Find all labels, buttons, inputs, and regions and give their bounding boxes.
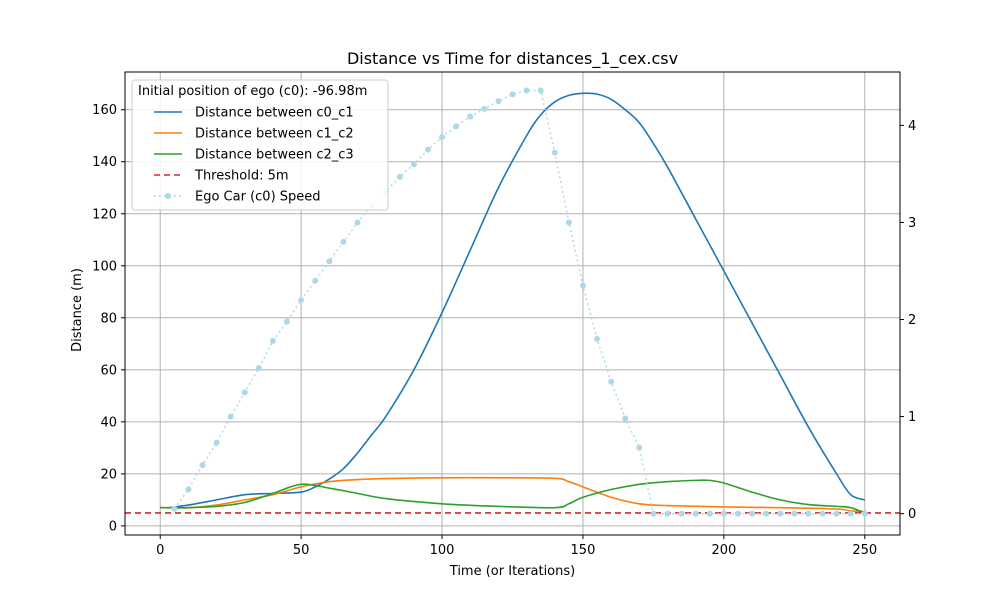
data-point <box>269 337 276 344</box>
data-point <box>636 444 643 451</box>
data-point <box>185 486 192 493</box>
data-point <box>579 282 586 289</box>
x-tick-label: 250 <box>852 543 877 558</box>
data-point <box>255 365 262 372</box>
y2-tick-label: 4 <box>908 119 916 134</box>
y-tick-label: 120 <box>92 207 117 222</box>
data-point <box>171 505 178 512</box>
data-point <box>777 510 784 517</box>
legend: Initial position of ego (c0): -96.98m Dis… <box>131 79 389 211</box>
data-point <box>791 510 798 517</box>
data-point <box>298 297 305 304</box>
data-point <box>424 146 431 153</box>
chart-title: Distance vs Time for distances_1_cex.csv <box>347 49 678 69</box>
plot-frame <box>124 71 901 536</box>
data-point <box>833 510 840 517</box>
data-point <box>537 87 544 94</box>
legend-label: Distance between c2_c3 <box>195 148 354 163</box>
legend-entry: Threshold: 5m <box>154 169 289 184</box>
legend-box <box>131 79 389 211</box>
y-tick-label: 40 <box>100 415 117 430</box>
data-point <box>678 510 685 517</box>
x-axis-label: Time (or Iterations) <box>449 564 575 579</box>
y-tick-label: 20 <box>100 467 117 482</box>
data-point <box>749 510 756 517</box>
data-point <box>481 105 488 112</box>
series-line <box>168 92 866 509</box>
y-tick-label: 160 <box>92 103 117 118</box>
data-point <box>622 415 629 422</box>
data-point <box>847 510 854 517</box>
series-5 <box>171 87 868 517</box>
legend-title: Initial position of ego (c0): -96.98m <box>138 84 367 99</box>
legend-label: Threshold: 5m <box>194 169 289 184</box>
y2-tick-label: 0 <box>908 507 916 522</box>
data-point <box>467 113 474 120</box>
data-point <box>720 510 727 517</box>
x-tick-label: 100 <box>430 543 455 558</box>
series-3 <box>160 479 866 514</box>
data-point <box>439 134 446 141</box>
data-point <box>284 318 291 325</box>
legend-label: Distance between c1_c2 <box>195 127 354 142</box>
data-point <box>495 98 502 105</box>
x-tick-label: 0 <box>156 543 164 558</box>
data-point <box>565 219 572 226</box>
x-tick-label: 150 <box>571 543 596 558</box>
x-tick-label: 200 <box>711 543 736 558</box>
series-layer <box>125 87 900 517</box>
legend-marker <box>165 193 171 199</box>
series-1 <box>168 92 866 509</box>
data-point <box>763 510 770 517</box>
data-point <box>199 462 206 469</box>
data-point <box>396 173 403 180</box>
data-point <box>706 510 713 517</box>
data-point <box>805 510 812 517</box>
data-point <box>734 510 741 517</box>
data-point <box>551 149 558 156</box>
y-axis-label: Distance (m) <box>70 268 85 352</box>
data-point <box>354 219 361 226</box>
data-point <box>861 510 868 517</box>
data-point <box>664 510 671 517</box>
data-point <box>340 238 347 245</box>
data-point <box>594 335 601 342</box>
legend-label: Distance between c0_c1 <box>195 106 354 121</box>
y-tick-label: 0 <box>109 519 117 534</box>
ticks: 0 50 100 150 200 250 0 20 40 60 80 100 120 140 160 0 1 2 3… <box>92 103 916 558</box>
data-point <box>523 87 530 94</box>
y-tick-label: 100 <box>92 259 117 274</box>
y2-tick-label: 2 <box>908 313 916 328</box>
legend-entry: Distance between c2_c3 <box>154 148 354 163</box>
data-point <box>819 510 826 517</box>
data-point <box>453 123 460 130</box>
data-point <box>312 277 319 284</box>
data-point <box>608 378 615 385</box>
y-tick-label: 60 <box>100 363 117 378</box>
series-line <box>160 479 866 514</box>
data-point <box>241 389 248 396</box>
data-point <box>213 439 220 446</box>
legend-entry: Ego Car (c0) Speed <box>154 190 321 205</box>
data-point <box>692 510 699 517</box>
y2-tick-label: 3 <box>908 216 916 231</box>
y-tick-label: 140 <box>92 155 117 170</box>
y2-tick-label: 1 <box>908 410 916 425</box>
data-point <box>650 510 657 517</box>
data-point <box>326 258 333 265</box>
x-tick-label: 50 <box>293 543 310 558</box>
y-tick-label: 80 <box>100 311 117 326</box>
legend-label: Ego Car (c0) Speed <box>195 190 321 205</box>
series-line <box>173 89 865 515</box>
data-point <box>410 161 417 168</box>
legend-entry: Distance between c1_c2 <box>154 127 354 142</box>
legend-entry: Distance between c0_c1 <box>154 106 354 121</box>
data-point <box>509 91 516 98</box>
data-point <box>227 413 234 420</box>
